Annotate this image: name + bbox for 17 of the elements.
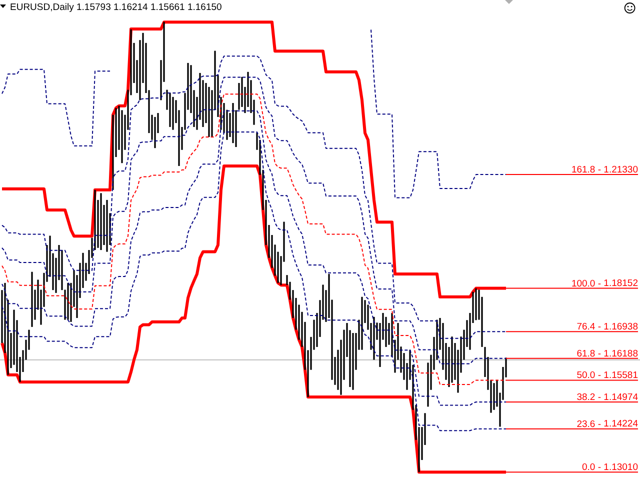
- series-label: 61.8 -: [576, 348, 602, 360]
- y-tick-label: 1.14224: [604, 418, 638, 430]
- chart-title: EURUSD,Daily 1.15793 1.16214 1.15661 1.16150: [10, 2, 222, 13]
- y-tick-label: 1.14974: [604, 392, 638, 403]
- y-tick-label: 1.16938: [604, 322, 638, 333]
- series-label: 0.0 -: [582, 462, 602, 474]
- y-tick-label: 1.18152: [604, 278, 638, 290]
- y-tick-label: 1.21330: [604, 164, 638, 176]
- series-label: 76.4 -: [576, 322, 602, 333]
- series-label: 23.6 -: [576, 418, 602, 430]
- series-label: 161.8 -: [571, 164, 602, 176]
- y-tick-label: 1.15581: [604, 370, 638, 382]
- y-tick-label: 1.13010: [604, 462, 638, 474]
- y-tick-label: 1.16188: [604, 348, 638, 360]
- series-label: 100.0 -: [571, 278, 602, 290]
- series-label: 38.2 -: [576, 392, 602, 404]
- series-label: 50.0 -: [576, 370, 602, 382]
